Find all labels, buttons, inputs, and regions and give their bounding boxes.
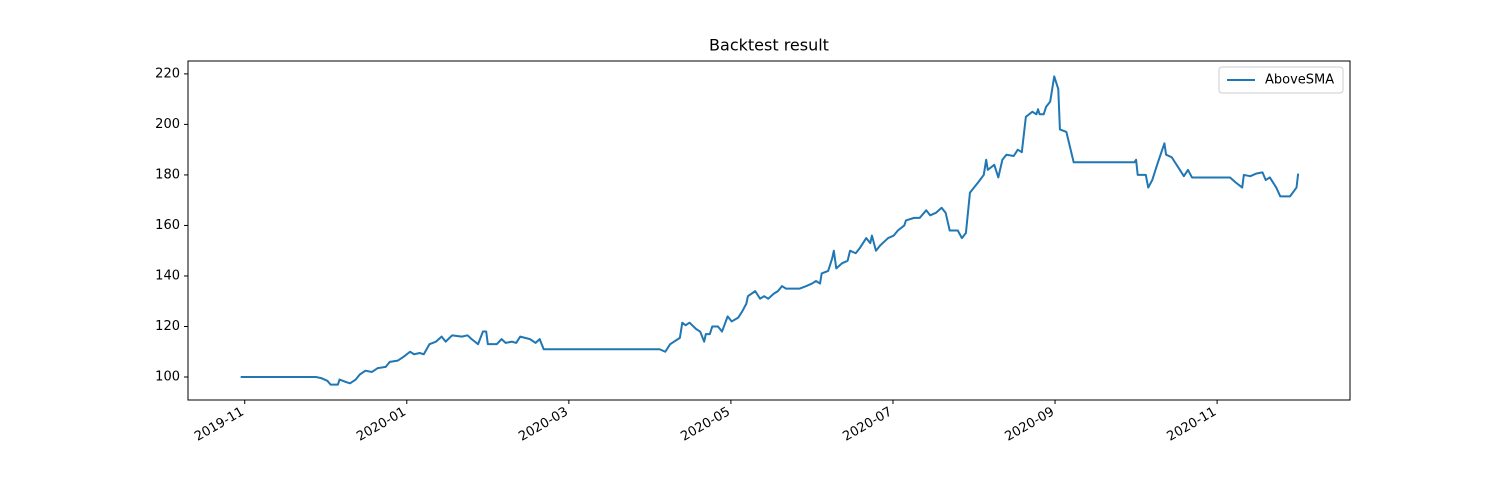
y-tick-label: 160 (155, 218, 180, 233)
y-tick-label: 180 (155, 167, 180, 182)
x-tick-label: 2020-07 (840, 404, 895, 444)
x-tick-label: 2019-11 (192, 404, 247, 444)
y-tick-label: 200 (155, 117, 180, 132)
x-tick-label: 2020-03 (516, 404, 571, 444)
data-line (240, 75, 1300, 386)
x-tick-label: 2020-05 (678, 404, 733, 444)
y-tick-label: 140 (155, 268, 180, 283)
axes-frame (187, 60, 1351, 401)
y-tick-label: 100 (155, 370, 180, 385)
chart-title: Backtest result (709, 36, 829, 55)
y-tick-label: 220 (155, 66, 180, 81)
legend-label: AboveSMA (1265, 73, 1334, 88)
x-tick-label: 2020-01 (354, 404, 409, 444)
legend-box (1218, 66, 1344, 94)
x-tick-label: 2020-11 (1165, 404, 1220, 444)
x-tick-label: 2020-09 (1002, 404, 1057, 444)
y-tick-label: 120 (155, 319, 180, 334)
